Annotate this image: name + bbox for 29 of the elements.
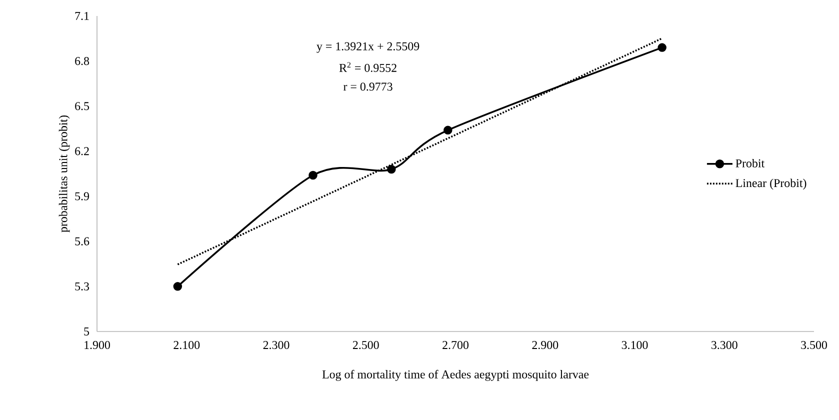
point xyxy=(308,170,318,180)
y-tick-label: 7.1 xyxy=(75,12,89,20)
legend-label: Probit xyxy=(736,158,765,168)
y-tick-label: 6.8 xyxy=(75,57,90,66)
y-tick-label: 5.3 xyxy=(75,282,90,290)
y-axis-title: probabilitas unit (probit) xyxy=(58,115,70,232)
annotation: R$^{2}$ = 0.9552 xyxy=(339,62,396,72)
x-tick-label: 3.300 xyxy=(712,340,738,350)
x-tick-label: 1.900 xyxy=(84,340,110,350)
x-tick-label: 2.100 xyxy=(174,340,200,350)
y-tick-label: 6.2 xyxy=(75,147,89,156)
y-tick-label: 5.9 xyxy=(75,192,89,200)
annotation: y = 1.3921x + 2.5509 xyxy=(316,42,420,53)
point xyxy=(387,164,396,174)
y-tick-label: 6.5 xyxy=(75,102,90,110)
legend-label: Linear (Probit) xyxy=(736,178,806,190)
x-tick-label: 2.300 xyxy=(263,340,290,350)
x-tick-label: 3.100 xyxy=(622,340,648,350)
x-tick-label: 2.900 xyxy=(532,340,558,350)
x-tick-label: 2.500 xyxy=(352,340,379,350)
y-tick-label: 5 xyxy=(84,328,90,336)
annotation: r = 0.9773 xyxy=(343,82,392,91)
point xyxy=(173,282,182,291)
point xyxy=(658,43,666,52)
x-tick-label: 3.500 xyxy=(801,340,827,350)
x-axis-title: Log of mortality time of Aedes aegypti mosquito larvae xyxy=(322,370,589,381)
y-tick-label: 5.6 xyxy=(75,237,90,246)
point xyxy=(444,126,452,135)
x-tick-label: 2.700 xyxy=(442,340,468,350)
